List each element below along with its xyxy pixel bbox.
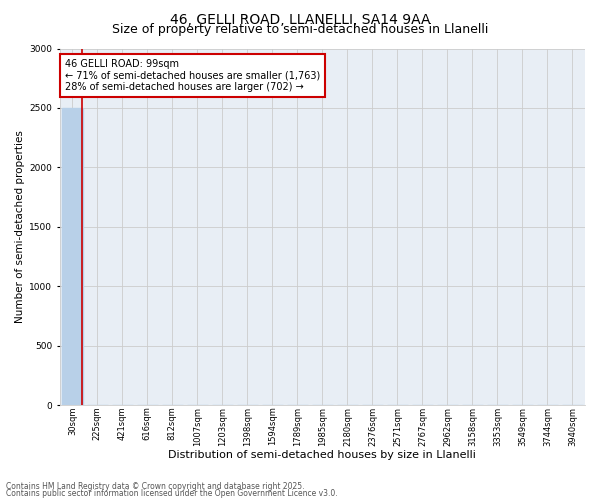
Text: Contains HM Land Registry data © Crown copyright and database right 2025.: Contains HM Land Registry data © Crown c… — [6, 482, 305, 491]
Text: 46, GELLI ROAD, LLANELLI, SA14 9AA: 46, GELLI ROAD, LLANELLI, SA14 9AA — [170, 12, 430, 26]
Text: Contains public sector information licensed under the Open Government Licence v3: Contains public sector information licen… — [6, 490, 338, 498]
Text: Size of property relative to semi-detached houses in Llanelli: Size of property relative to semi-detach… — [112, 22, 488, 36]
Y-axis label: Number of semi-detached properties: Number of semi-detached properties — [15, 130, 25, 324]
Bar — [62, 108, 83, 405]
Bar — [86, 404, 108, 405]
X-axis label: Distribution of semi-detached houses by size in Llanelli: Distribution of semi-detached houses by … — [169, 450, 476, 460]
Text: 46 GELLI ROAD: 99sqm
← 71% of semi-detached houses are smaller (1,763)
28% of se: 46 GELLI ROAD: 99sqm ← 71% of semi-detac… — [65, 59, 320, 92]
